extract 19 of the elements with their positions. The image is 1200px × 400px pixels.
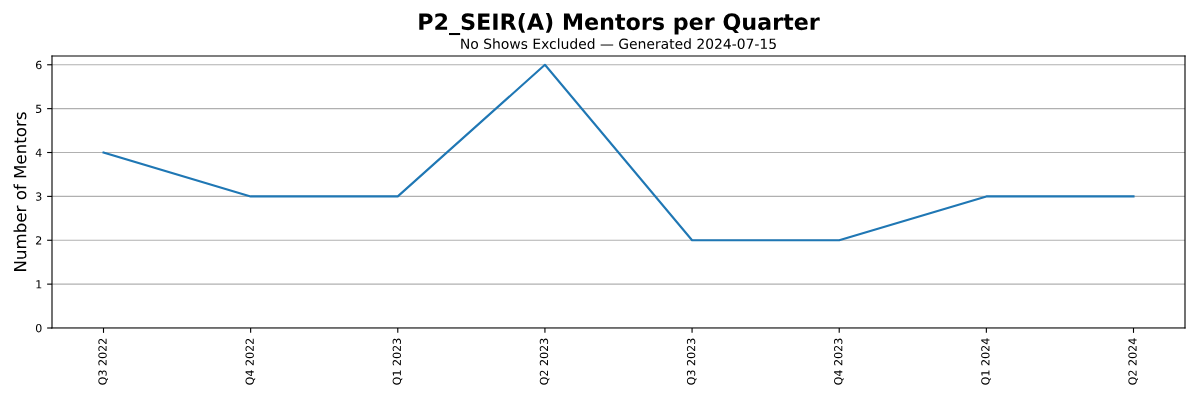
y-tick-label: 4 bbox=[35, 148, 42, 157]
x-tick-label: Q1 2024 bbox=[981, 338, 991, 385]
x-tick-label: Q1 2023 bbox=[392, 338, 403, 385]
y-tick-label: 0 bbox=[35, 323, 42, 333]
y-tick-label: 5 bbox=[36, 104, 42, 114]
x-tick-label: Q3 2022 bbox=[98, 338, 108, 385]
y-tick-label: 3 bbox=[36, 192, 42, 201]
chart-title: P2_SEIR(A) Mentors per Quarter bbox=[419, 12, 820, 36]
x-tick-label: Q2 2023 bbox=[539, 338, 550, 385]
x-tick-label: Q4 2023 bbox=[834, 338, 844, 385]
y-tick-label: 1 bbox=[36, 280, 42, 289]
chart-subtitle: No Shows Excluded — Generated 2024-07-15 bbox=[461, 38, 776, 50]
x-tick-label: Q4 2022 bbox=[245, 338, 256, 385]
y-tick-label: 2 bbox=[36, 236, 42, 245]
line-series bbox=[102, 63, 1135, 242]
x-tick-label: Q2 2024 bbox=[1128, 338, 1138, 385]
y-axis-title: Number of Mentors bbox=[13, 112, 27, 271]
x-tick-label: Q3 2023 bbox=[686, 338, 697, 385]
y-tick-label: 6 bbox=[35, 60, 42, 70]
